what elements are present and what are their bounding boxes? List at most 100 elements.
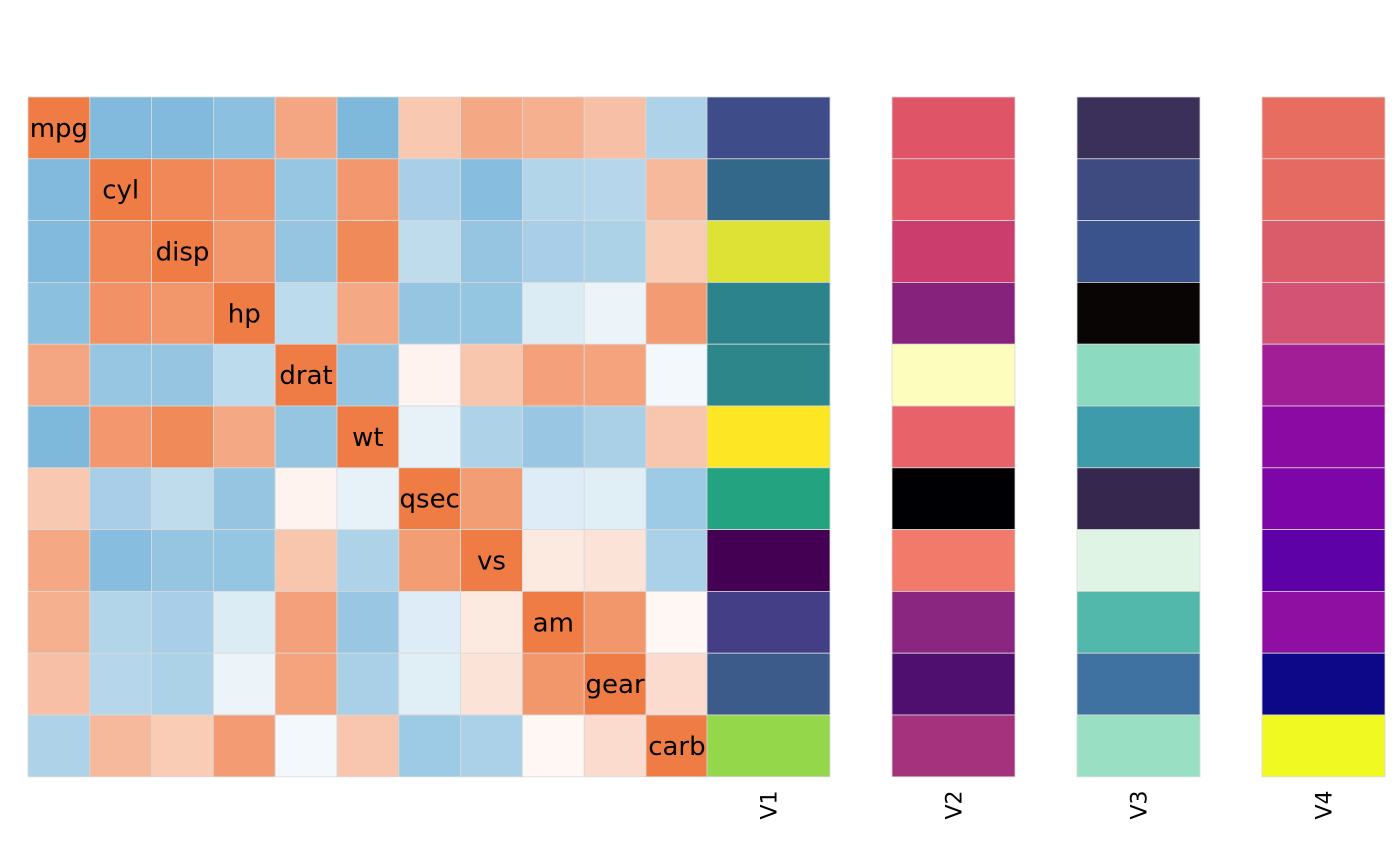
annotation-cell-V3 xyxy=(1076,96,1201,160)
corr-cell xyxy=(274,652,338,716)
corr-cell xyxy=(460,220,523,283)
annotation-cell-V2 xyxy=(891,652,1016,716)
corr-cell xyxy=(27,652,91,716)
annotation-cell-V2 xyxy=(891,714,1016,778)
annotation-cell-V3 xyxy=(1076,467,1201,530)
diagonal-label-drat: drat xyxy=(279,361,332,391)
corr-cell xyxy=(89,591,153,654)
annotation-cell-V1 xyxy=(706,281,831,345)
annotation-cell-V3 xyxy=(1076,281,1201,345)
annotation-cell-V1 xyxy=(706,529,831,592)
corr-cell xyxy=(151,529,214,592)
correlation-heatmap: mpg cyl disp hp drat wt qsec vs am gear carb xyxy=(27,96,709,778)
corr-cell xyxy=(336,281,400,345)
annotation-cell-V3 xyxy=(1076,343,1201,407)
corr-cell xyxy=(274,281,338,345)
diagonal-label-disp: disp xyxy=(156,238,210,268)
corr-cell xyxy=(460,281,523,345)
corr-cell xyxy=(89,529,153,592)
corr-cell xyxy=(212,405,276,469)
annotation-cell-V1 xyxy=(706,220,831,283)
corr-cell xyxy=(274,96,338,160)
corr-cell xyxy=(151,281,214,345)
corr-cell xyxy=(151,467,214,530)
corr-cell xyxy=(398,220,461,283)
corr-cell xyxy=(27,529,91,592)
annotation-cell-V3 xyxy=(1076,158,1201,222)
corr-cell xyxy=(398,343,461,407)
corr-cell xyxy=(89,343,153,407)
corr-cell xyxy=(274,467,338,530)
annotation-cell-V2 xyxy=(891,467,1016,530)
annotation-cell-V2 xyxy=(891,343,1016,407)
corr-cell xyxy=(274,529,338,592)
corr-cell xyxy=(336,529,400,592)
corr-cell xyxy=(460,343,523,407)
column-label-V3: V3 xyxy=(1128,790,1153,819)
corr-cell xyxy=(522,467,585,530)
diagonal-label-wt: wt xyxy=(352,423,383,453)
corr-cell xyxy=(274,158,338,222)
corr-cell xyxy=(398,714,461,778)
annotation-cell-V2 xyxy=(891,405,1016,469)
corr-cell xyxy=(460,467,523,530)
annotation-cell-V1 xyxy=(706,714,831,778)
corr-cell xyxy=(89,714,153,778)
corr-cell xyxy=(645,529,709,592)
corr-cell xyxy=(274,220,338,283)
diagonal-label-qsec: qsec xyxy=(400,485,460,515)
corr-cell xyxy=(212,529,276,592)
corr-cell xyxy=(522,714,585,778)
annotation-cell-V2 xyxy=(891,96,1016,160)
corr-cell xyxy=(151,158,214,222)
diagonal-label-vs: vs xyxy=(477,547,506,577)
annotation-cell-V3 xyxy=(1076,591,1201,654)
annotation-cell-V2 xyxy=(891,220,1016,283)
corr-cell xyxy=(89,158,153,222)
corr-cell xyxy=(398,158,461,222)
corr-cell xyxy=(398,529,461,592)
diagonal-label-gear: gear xyxy=(586,670,645,700)
corr-cell xyxy=(645,591,709,654)
corr-cell xyxy=(336,158,400,222)
corr-cell xyxy=(583,158,647,222)
corr-cell xyxy=(460,652,523,716)
corr-cell xyxy=(583,220,647,283)
corr-cell xyxy=(645,343,709,407)
annotation-cell-V2 xyxy=(891,529,1016,592)
corr-cell xyxy=(398,652,461,716)
corr-cell xyxy=(522,405,585,469)
corr-cell xyxy=(151,714,214,778)
corr-cell xyxy=(27,405,91,469)
corr-cell xyxy=(522,343,585,407)
annotation-cell-V4 xyxy=(1261,405,1386,469)
corr-cell xyxy=(212,158,276,222)
corr-cell xyxy=(212,591,276,654)
corr-cell xyxy=(398,281,461,345)
annotation-cell-V1 xyxy=(706,343,831,407)
corr-cell xyxy=(460,529,523,592)
annotation-cell-V4 xyxy=(1261,96,1386,160)
corr-cell xyxy=(645,220,709,283)
corr-cell xyxy=(151,220,214,283)
corr-cell xyxy=(522,158,585,222)
corr-cell xyxy=(398,405,461,469)
corr-cell xyxy=(398,96,461,160)
corr-cell xyxy=(27,96,91,160)
corr-cell xyxy=(27,714,91,778)
annotation-cell-V1 xyxy=(706,591,831,654)
diagonal-label-carb: carb xyxy=(648,732,705,762)
corr-cell xyxy=(583,96,647,160)
corr-cell xyxy=(336,405,400,469)
corr-cell xyxy=(583,343,647,407)
corr-cell xyxy=(522,652,585,716)
corr-cell xyxy=(583,714,647,778)
corr-cell xyxy=(460,158,523,222)
corr-cell xyxy=(522,529,585,592)
corr-cell xyxy=(336,220,400,283)
corr-cell xyxy=(212,343,276,407)
corr-cell xyxy=(336,467,400,530)
corr-cell xyxy=(645,405,709,469)
corr-cell xyxy=(336,714,400,778)
